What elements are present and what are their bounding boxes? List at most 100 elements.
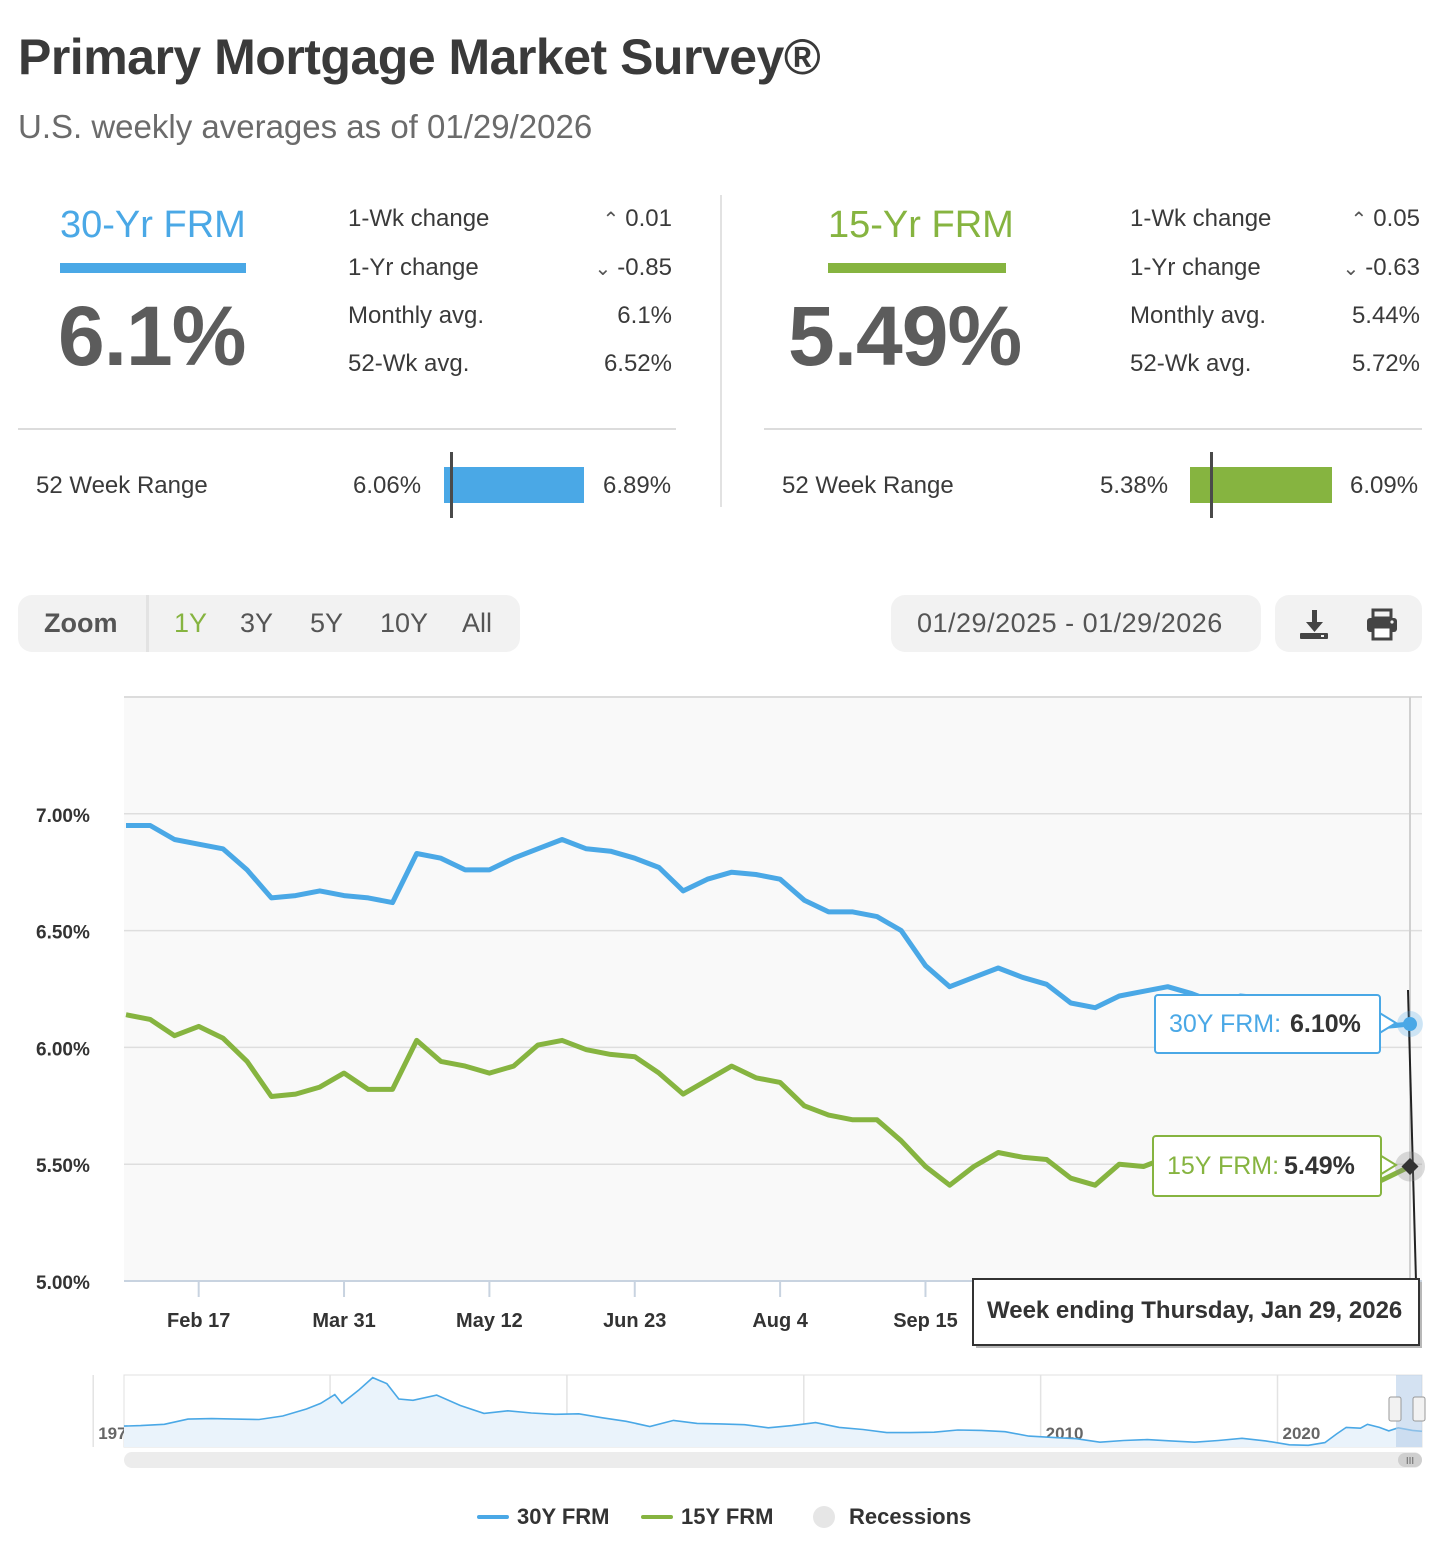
y-tick-label: 5.50% xyxy=(36,1156,90,1177)
tooltip-30y-label: 30Y FRM: xyxy=(1169,1010,1281,1038)
print-icon[interactable] xyxy=(1365,607,1399,641)
zoom-control: Zoom 1Y 3Y 5Y 10Y All xyxy=(18,595,520,652)
frm15-1yr-change-value: -0.63 xyxy=(1365,254,1420,281)
panel-separator xyxy=(720,195,722,507)
tooltip-15y-value: 5.49% xyxy=(1284,1152,1355,1180)
chart-legend: 30Y FRM 15Y FRM Recessions xyxy=(0,1500,1456,1534)
frm30-1wk-change-value: 0.01 xyxy=(625,205,672,232)
frm15-range-min: 5.38% xyxy=(1100,472,1169,499)
frm15-range-label: 52 Week Range xyxy=(782,472,954,499)
tooltip-30y-box xyxy=(1154,994,1381,1054)
frm15-stat-label: Monthly avg. xyxy=(1130,302,1267,329)
frm30-name: 30-Yr FRM xyxy=(60,204,246,246)
zoom-separator xyxy=(146,595,149,652)
zoom-1y-button[interactable]: 1Y xyxy=(174,608,208,638)
legend-item-15y-frm[interactable]: 15Y FRM xyxy=(641,1500,774,1534)
frm30-stat-label: 52-Wk avg. xyxy=(348,350,470,377)
frm15-stat-value: ⌄ -0.63 xyxy=(1343,254,1420,282)
frm15-summary-panel: 15-Yr FRM 5.49% 1-Wk change ⌃ 0.05 1-Yr c… xyxy=(764,190,1424,520)
frm15-52wk-avg-value: 5.72% xyxy=(1351,350,1420,377)
y-tick-label: 6.00% xyxy=(36,1039,90,1060)
frm30-summary-panel: 30-Yr FRM 6.1% 1-Wk change ⌃ 0.01 1-Yr ch… xyxy=(18,190,678,520)
navigator-series-line xyxy=(123,1376,1423,1447)
tooltip-15y: 15Y FRM: 5.49% xyxy=(1152,1135,1398,1197)
frm15-stat-value: ⌃ 0.05 xyxy=(1351,205,1420,233)
x-tick-label: Aug 4 xyxy=(752,1310,808,1332)
legend-item-30y-frm[interactable]: 30Y FRM xyxy=(477,1500,610,1534)
navigator-scrollbar-track[interactable] xyxy=(124,1452,1422,1468)
legend-swatch-30y xyxy=(477,1515,509,1519)
divider xyxy=(764,428,1422,430)
frm15-stat-label: 1-Yr change xyxy=(1130,254,1261,281)
frm30-1yr-change-value: -0.85 xyxy=(617,254,672,281)
legend-swatch-15y xyxy=(641,1515,673,1519)
y-tick-label: 6.50% xyxy=(36,923,90,944)
chevron-up-icon: ⌃ xyxy=(1350,209,1368,231)
frm15-stat-label: 52-Wk avg. xyxy=(1130,350,1252,377)
chart-tools xyxy=(1275,595,1422,652)
legend-dot-recessions xyxy=(813,1506,835,1528)
navigator-area xyxy=(124,1377,1422,1447)
frm15-monthly-avg-value: 5.44% xyxy=(1351,302,1420,329)
tooltip-15y-label: 15Y FRM: xyxy=(1167,1152,1279,1180)
legend-item-recessions[interactable]: Recessions xyxy=(813,1500,971,1534)
zoom-all-button[interactable]: All xyxy=(462,608,493,638)
frm30-monthly-avg-value: 6.1% xyxy=(617,302,672,329)
tooltip-15y-box xyxy=(1152,1135,1382,1197)
frm30-range-min: 6.06% xyxy=(353,472,422,499)
navigator-year-label: 2020 xyxy=(1283,1424,1321,1443)
point-marker-30y[interactable] xyxy=(1403,1017,1417,1032)
frm30-range-marker xyxy=(449,452,453,518)
frm30-stat-label: 1-Yr change xyxy=(348,254,479,281)
frm15-range-marker xyxy=(1209,452,1213,518)
frm30-stat-value: ⌄ -0.85 xyxy=(595,254,672,282)
frm15-underline xyxy=(828,263,1006,273)
frm15-rate: 5.49% xyxy=(788,289,1022,383)
frm30-rate: 6.1% xyxy=(58,289,246,383)
frm30-range-max: 6.89% xyxy=(603,472,672,499)
tooltip-30y-value: 6.10% xyxy=(1290,1010,1361,1038)
tooltip-connector xyxy=(1407,989,1417,1282)
y-tick-label: 7.00% xyxy=(36,806,90,827)
frm30-range-bar xyxy=(444,467,584,503)
navigator-right-handle[interactable] xyxy=(1412,1396,1426,1422)
download-icon[interactable] xyxy=(1297,607,1331,641)
frm30-range-label: 52 Week Range xyxy=(36,472,208,499)
frm15-name: 15-Yr FRM xyxy=(828,204,1014,246)
frm15-range-bar xyxy=(1190,467,1332,503)
frm30-52wk-avg-value: 6.52% xyxy=(603,350,672,377)
frm30-stat-label: Monthly avg. xyxy=(348,302,485,329)
chart-navigator[interactable]: 197019801990200020102020 III xyxy=(0,1370,1456,1470)
frm30-stat-label: 1-Wk change xyxy=(348,205,490,232)
x-tick-label: Feb 17 xyxy=(167,1310,230,1332)
frm15-1wk-change-value: 0.05 xyxy=(1373,205,1420,232)
divider xyxy=(18,428,676,430)
tooltip-date-text: Week ending Thursday, Jan 29, 2026 xyxy=(987,1297,1402,1324)
date-range-selector[interactable]: 01/29/2025 - 01/29/2026 xyxy=(891,595,1261,652)
y-tick-label: 5.00% xyxy=(36,1273,90,1294)
tooltip-date-box xyxy=(972,1278,1420,1346)
tooltip-30y: 30Y FRM: 6.10% xyxy=(1154,994,1398,1054)
tooltip-date: Week ending Thursday, Jan 29, 2026 xyxy=(972,1278,1422,1348)
mortgage-rate-chart: 5.00% 5.50% 6.00% 6.50% 7.00% Feb 17 Mar 31 Ma… xyxy=(36,696,1425,1348)
x-tick-label: Jun 23 xyxy=(603,1310,666,1332)
navigator-scrollbar-thumb[interactable] xyxy=(1398,1453,1422,1467)
frm15-range-max: 6.09% xyxy=(1350,472,1419,499)
zoom-5y-button[interactable]: 5Y xyxy=(310,608,344,638)
y-axis-labels: 5.00% 5.50% 6.00% 6.50% 7.00% xyxy=(36,806,90,1294)
scrollbar-grip-icon: III xyxy=(1406,1456,1414,1467)
chevron-down-icon: ⌄ xyxy=(1342,258,1360,280)
legend-label: Recessions xyxy=(849,1504,972,1529)
x-tick-label: May 12 xyxy=(456,1310,523,1332)
navigator-left-handle[interactable] xyxy=(1388,1396,1402,1422)
frm30-underline xyxy=(60,263,246,273)
page-subtitle: U.S. weekly averages as of 01/29/2026 xyxy=(18,108,593,145)
x-tick-label: Mar 31 xyxy=(312,1310,375,1332)
frm30-stat-value: ⌃ 0.01 xyxy=(603,205,672,233)
x-tick-label: Sep 15 xyxy=(893,1310,957,1332)
legend-label: 30Y FRM xyxy=(517,1504,610,1529)
legend-label: 15Y FRM xyxy=(681,1504,774,1529)
date-range-text: 01/29/2025 - 01/29/2026 xyxy=(917,608,1223,638)
zoom-3y-button[interactable]: 3Y xyxy=(240,608,274,638)
zoom-10y-button[interactable]: 10Y xyxy=(380,608,429,638)
